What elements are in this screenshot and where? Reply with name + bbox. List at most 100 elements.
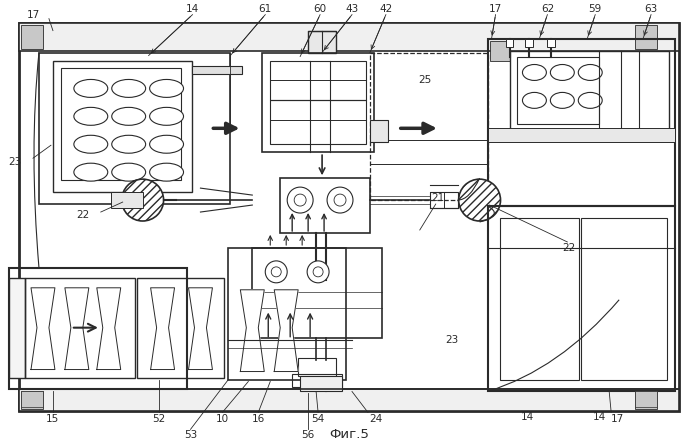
Ellipse shape [74,79,108,97]
Bar [488,38,675,206]
Text: 14: 14 [521,413,534,422]
Ellipse shape [287,187,313,213]
Bar [517,57,599,124]
Ellipse shape [578,92,603,108]
Ellipse shape [122,179,164,221]
Text: 54: 54 [312,414,325,425]
Ellipse shape [307,261,329,283]
Bar [308,31,336,53]
Bar [300,376,342,392]
Bar [500,218,579,380]
Ellipse shape [313,267,323,277]
Bar [635,392,657,409]
Bar [271,100,366,144]
Text: 52: 52 [152,414,165,425]
Bar [53,61,192,192]
Bar [505,38,514,46]
Bar [21,25,43,49]
Polygon shape [189,288,212,370]
Ellipse shape [150,107,184,125]
Ellipse shape [327,187,353,213]
Ellipse shape [334,194,346,206]
Polygon shape [31,288,55,370]
Ellipse shape [150,79,184,97]
Bar [110,192,143,208]
Bar [271,61,366,100]
Ellipse shape [550,92,575,108]
Bar [488,206,675,392]
Bar [582,218,667,380]
Polygon shape [240,290,264,372]
Ellipse shape [112,79,145,97]
Bar [19,23,679,411]
Bar [21,392,43,408]
Bar [510,50,669,130]
Text: 23: 23 [445,334,459,345]
Polygon shape [150,288,175,370]
Text: 17: 17 [489,4,502,14]
Bar [292,374,342,388]
Bar [635,392,657,408]
Bar [19,389,679,411]
Bar [19,23,679,50]
Text: 22: 22 [563,243,576,253]
Bar [9,278,25,377]
Text: 59: 59 [589,4,602,14]
Ellipse shape [150,163,184,181]
Ellipse shape [112,107,145,125]
Text: 14: 14 [593,413,606,422]
Bar [25,278,135,377]
Ellipse shape [459,179,500,221]
Ellipse shape [550,65,575,80]
Ellipse shape [294,194,306,206]
Ellipse shape [578,65,603,80]
Text: 22: 22 [76,210,89,220]
Polygon shape [274,290,298,372]
Text: 56: 56 [301,430,315,440]
Bar [526,38,533,46]
Bar [635,25,657,49]
Text: 21: 21 [431,193,445,203]
Text: Фиг.5: Фиг.5 [329,428,369,441]
Bar [370,53,488,200]
Text: 61: 61 [259,4,272,14]
Ellipse shape [522,65,547,80]
Ellipse shape [112,163,145,181]
Text: 17: 17 [610,414,624,425]
Bar [370,120,388,142]
Ellipse shape [74,163,108,181]
Bar [137,278,224,377]
Text: 10: 10 [216,414,229,425]
Ellipse shape [265,261,287,283]
Text: 17: 17 [27,10,40,20]
Text: 62: 62 [541,4,554,14]
Text: 60: 60 [314,4,326,14]
Text: 42: 42 [380,4,393,14]
Ellipse shape [271,267,281,277]
Text: 23: 23 [8,157,22,167]
Bar [430,192,458,208]
Bar [280,178,370,233]
Bar [262,53,374,152]
Bar [229,248,346,380]
Ellipse shape [74,107,108,125]
Bar [39,53,231,204]
Polygon shape [96,288,121,370]
Bar [61,69,180,180]
Text: 63: 63 [644,4,658,14]
Bar [489,41,510,61]
Bar [547,38,556,46]
Text: 24: 24 [369,414,382,425]
Ellipse shape [112,135,145,153]
Text: 16: 16 [252,414,265,425]
Bar [488,128,675,142]
Text: 43: 43 [345,4,359,14]
Text: 53: 53 [184,430,197,440]
Bar [430,192,444,208]
Ellipse shape [522,92,547,108]
Text: 15: 15 [46,414,59,425]
Bar [252,248,382,338]
Bar [298,358,336,376]
Ellipse shape [74,135,108,153]
Bar [192,66,243,74]
